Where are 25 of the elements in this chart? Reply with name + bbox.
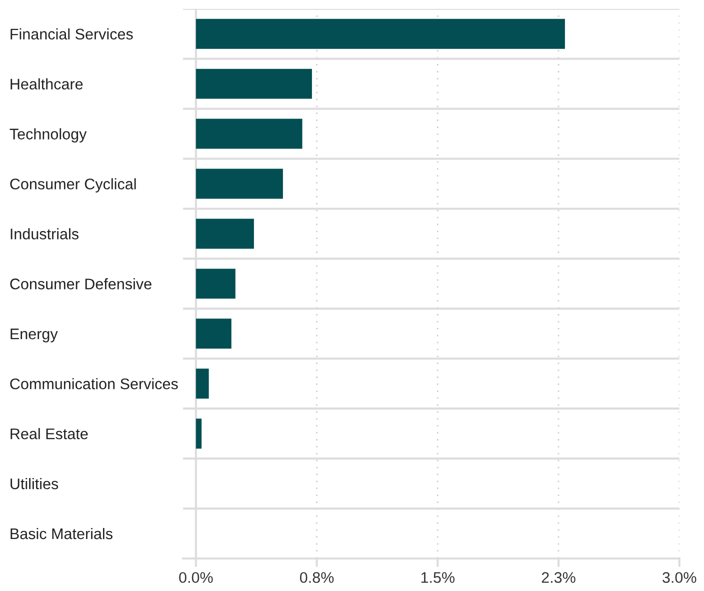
bar bbox=[196, 268, 236, 299]
bar bbox=[196, 418, 202, 449]
x-tick-label: 0.0% bbox=[179, 572, 213, 583]
y-tick-label: Real Estate bbox=[10, 428, 88, 440]
y-tick-label: Technology bbox=[10, 128, 87, 142]
x-tick-label: 1.5% bbox=[421, 572, 455, 583]
y-tick-label: Industrials bbox=[10, 228, 79, 240]
bar bbox=[196, 168, 283, 199]
x-tick-label: 3.0% bbox=[662, 572, 696, 583]
y-tick-label: Energy bbox=[10, 328, 58, 342]
y-tick-label: Utilities bbox=[10, 478, 58, 490]
y-tick-label: Communication Services bbox=[10, 378, 178, 390]
x-tick-label: 0.8% bbox=[300, 572, 334, 583]
x-tick-label: 2.3% bbox=[542, 572, 576, 583]
bar bbox=[196, 118, 302, 149]
y-tick-label: Consumer Defensive bbox=[10, 278, 152, 290]
y-tick-label: Consumer Cyclical bbox=[10, 178, 136, 192]
bar bbox=[196, 318, 232, 349]
y-tick-label: Healthcare bbox=[10, 78, 83, 90]
y-tick-label: Basic Materials bbox=[10, 528, 112, 540]
bar bbox=[196, 218, 254, 249]
y-tick-label: Financial Services bbox=[10, 28, 133, 40]
bar bbox=[196, 68, 312, 99]
bar bbox=[196, 368, 209, 399]
bar bbox=[196, 18, 565, 49]
